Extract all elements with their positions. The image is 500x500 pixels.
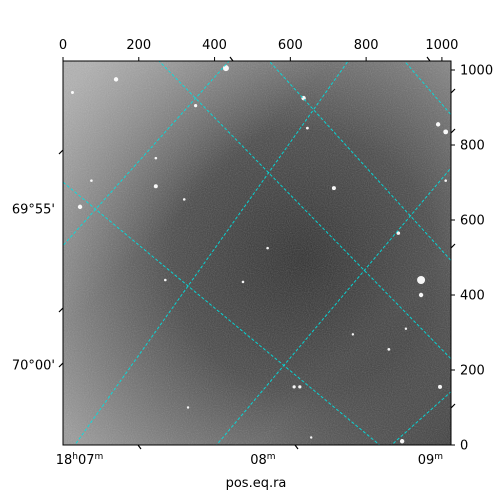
plot-frame: [62, 60, 452, 446]
world-tick: [58, 362, 64, 368]
world-tick: [58, 307, 64, 313]
star: [222, 65, 229, 72]
star: [396, 231, 401, 235]
star: [435, 122, 441, 127]
world-tick: [294, 444, 299, 450]
dec-tick-label: 69°55': [12, 202, 55, 217]
star: [154, 156, 158, 160]
right-tick-label: 0: [460, 439, 468, 454]
star: [70, 91, 74, 94]
right-tick-label: 1000: [460, 64, 493, 79]
star: [194, 104, 198, 108]
top-tick-label: 0: [59, 38, 67, 53]
star: [298, 385, 302, 389]
grid-line: [215, 167, 451, 445]
star: [399, 439, 405, 444]
world-tick: [137, 444, 142, 450]
star: [90, 179, 93, 182]
x-axis-label: pos.eq.ra: [226, 476, 287, 491]
grid-line: [268, 61, 451, 262]
star: [331, 186, 336, 191]
top-tick-label: 200: [126, 38, 151, 53]
star: [153, 184, 158, 189]
grid-line: [74, 61, 349, 445]
top-tick-label: 400: [202, 38, 227, 53]
world-tick: [58, 149, 64, 155]
bottom-ra-axis: 18h07m 08m 09m: [56, 452, 443, 468]
star: [164, 278, 167, 282]
top-tick-label: 800: [354, 38, 379, 53]
right-tick-label: 600: [460, 214, 485, 229]
right-tick-label: 800: [460, 139, 485, 154]
star: [351, 333, 355, 336]
world-tick: [450, 403, 456, 409]
top-pixel-axis: 0 200 400 600 800 1000: [58, 38, 458, 450]
star: [186, 406, 190, 409]
grid-line: [158, 61, 451, 360]
world-tick: [450, 128, 456, 134]
right-pixel-axis: 0 200 400 600 800 1000: [451, 64, 493, 454]
stars-layer: [70, 65, 449, 444]
right-tick-label: 400: [460, 289, 485, 304]
star: [292, 385, 296, 389]
ra-tick-label: 08m: [250, 452, 275, 468]
grid-line: [390, 391, 451, 445]
star: [113, 77, 119, 82]
world-tick: [450, 243, 456, 249]
star: [77, 204, 83, 210]
world-tick: [229, 56, 234, 62]
star: [444, 179, 447, 182]
star: [404, 327, 408, 330]
star: [418, 292, 424, 298]
star: [387, 347, 391, 351]
world-tick: [450, 88, 456, 94]
right-tick-label: 200: [460, 364, 485, 379]
world-tick: [426, 56, 431, 62]
star: [309, 436, 313, 439]
star: [417, 276, 426, 284]
top-tick-label: 600: [278, 38, 303, 53]
ra-tick-label: 09m: [418, 452, 443, 468]
star: [241, 280, 245, 284]
star: [443, 129, 449, 135]
left-dec-axis: 69°55' 70°00': [12, 202, 55, 373]
ra-tick-label: 18h07m: [56, 452, 104, 468]
star: [182, 198, 186, 201]
dec-tick-label: 70°00': [12, 358, 55, 373]
top-tick-label: 1000: [425, 38, 458, 53]
star: [266, 246, 269, 250]
star: [305, 126, 309, 130]
star: [438, 384, 443, 389]
